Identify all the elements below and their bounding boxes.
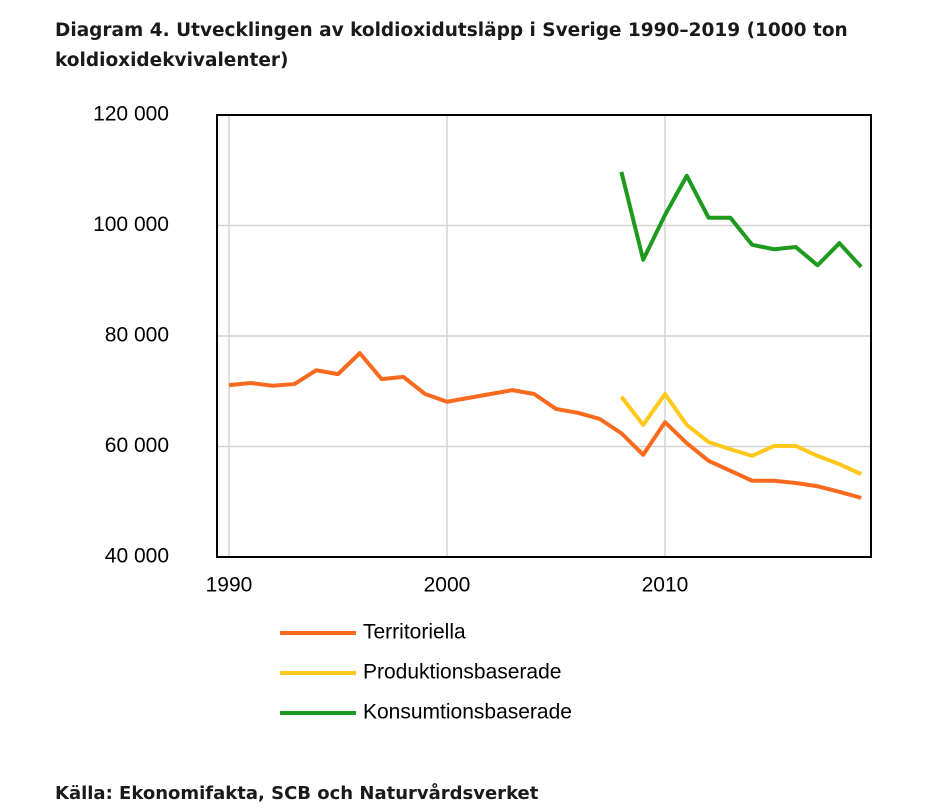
legend-label: Konsumtionsbaserade — [363, 701, 572, 724]
legend-label: Territoriella — [363, 621, 466, 644]
chart: 40 000 60 000 80 000 100 000 120 000 1990 2000… — [93, 103, 872, 724]
x-tick-label: 1990 — [206, 574, 253, 597]
series-line — [228, 351, 862, 500]
y-tick-label: 120 000 — [93, 103, 169, 126]
chart-title: Diagram 4. Utvecklingen av koldioxidutsl… — [55, 20, 848, 71]
x-tick-label: 2010 — [642, 574, 689, 597]
x-tick-label: 2000 — [424, 574, 471, 597]
y-tick-label: 60 000 — [105, 434, 169, 457]
legend-label: Produktionsbaserade — [363, 661, 561, 684]
y-tick-label: 100 000 — [93, 213, 169, 236]
series-line — [619, 392, 863, 476]
series-line — [619, 171, 863, 269]
y-tick-label: 40 000 — [105, 545, 169, 568]
y-tick-label: 80 000 — [105, 324, 169, 347]
plot-frame — [216, 114, 872, 558]
source-note: Källa: Ekonomifakta, SCB och Naturvårdsv… — [55, 783, 539, 804]
